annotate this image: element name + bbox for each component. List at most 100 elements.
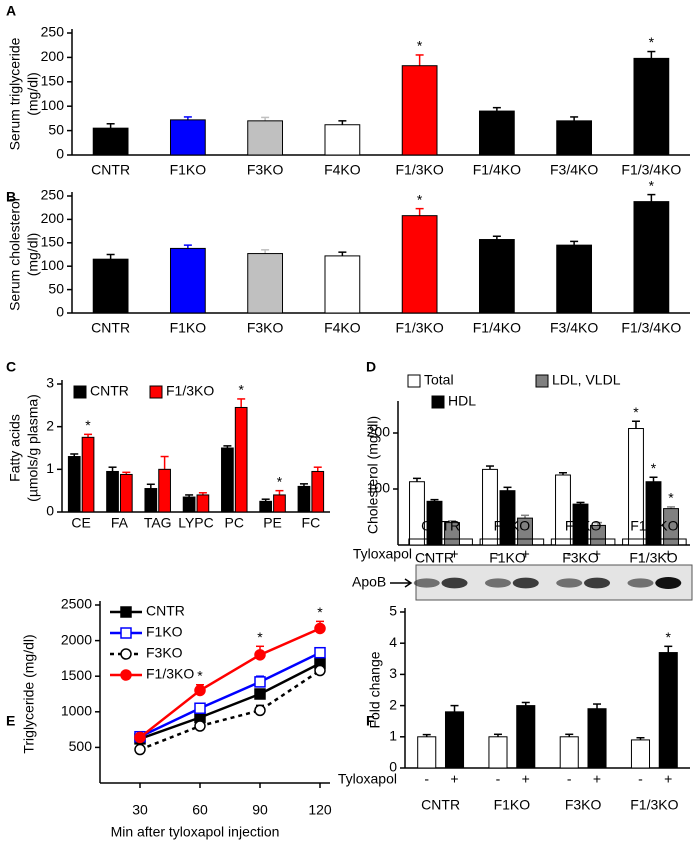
- x-tick-label: F1/3/4KO: [621, 162, 681, 178]
- point: [314, 622, 326, 635]
- bar: [234, 406, 248, 513]
- point: [254, 704, 266, 717]
- significance-marker: *: [238, 382, 244, 398]
- y-axis-label: (mg/dl): [25, 233, 41, 277]
- point: [314, 646, 326, 659]
- y-axis-label: Serum cholesterol: [7, 198, 23, 311]
- bar: [516, 705, 536, 769]
- bar: [587, 708, 607, 769]
- y-tick-label: 100: [41, 257, 65, 273]
- x-tick-label: F3KO: [562, 550, 599, 566]
- treatment-label: Tyloxapol: [338, 771, 397, 787]
- y-tick-label: 100: [41, 97, 65, 113]
- significance-marker: *: [257, 629, 263, 645]
- bar: [499, 490, 516, 546]
- bar: [221, 447, 234, 513]
- blot-band: [441, 577, 468, 589]
- bar: [488, 736, 508, 769]
- x-tick-label: 120: [308, 802, 332, 818]
- y-axis-label: Triglyceride (mg/dl): [21, 634, 37, 753]
- x-tick-label: F1/3KO: [630, 797, 678, 813]
- y-tick-label: 1000: [61, 703, 92, 719]
- bar: [478, 110, 515, 156]
- y-tick-label: 500: [69, 738, 93, 754]
- y-tick-label: 2000: [61, 631, 92, 647]
- blot-band: [584, 577, 611, 589]
- x-tick-label: F1KO: [494, 797, 531, 813]
- x-tick-label: FC: [302, 515, 321, 531]
- x-tick-label: F1/3KO: [396, 320, 444, 336]
- bar: [196, 494, 210, 513]
- x-tick-label: TAG: [144, 515, 172, 531]
- y-tick-label: 1: [46, 460, 54, 476]
- legend-swatch: [535, 374, 549, 388]
- x-tick-label: 60: [192, 802, 208, 818]
- y-tick-label: 150: [41, 234, 65, 250]
- panel-letter: A: [6, 3, 16, 19]
- bar: [517, 517, 533, 546]
- blot-bracket: [479, 538, 545, 545]
- y-tick-label: 200: [41, 48, 65, 64]
- legend-label: F1/3KO: [166, 383, 214, 399]
- x-tick-label: CNTR: [91, 320, 130, 336]
- x-tick-label: 30: [132, 802, 148, 818]
- x-tick-label: F3KO: [247, 320, 284, 336]
- bar: [324, 255, 361, 314]
- y-axis-label: (µmols/g plasma): [25, 394, 41, 502]
- bar: [555, 474, 571, 546]
- significance-marker: *: [197, 667, 203, 683]
- y-tick-label: 100: [367, 480, 391, 496]
- point: [254, 688, 266, 700]
- blot-bracket: [622, 538, 687, 545]
- bar: [144, 488, 158, 513]
- bar: [158, 468, 171, 513]
- y-tick-label: 250: [41, 187, 65, 203]
- x-tick-label: F1/3KO: [629, 550, 677, 566]
- x-tick-label: CNTR: [415, 550, 454, 566]
- significance-marker: *: [317, 604, 323, 620]
- y-tick-label: 2500: [61, 596, 92, 612]
- x-tick-label: CNTR: [421, 797, 460, 813]
- legend-swatch: [407, 374, 421, 388]
- x-tick-label: 90: [252, 802, 268, 818]
- x-tick-label: F4KO: [324, 320, 361, 336]
- legend-swatch: [431, 395, 445, 409]
- bar: [590, 524, 606, 546]
- bar: [633, 57, 670, 156]
- bar: [482, 468, 498, 546]
- x-tick-label: FA: [111, 515, 129, 531]
- point: [134, 743, 146, 756]
- bar: [444, 711, 465, 769]
- blot-band: [484, 578, 511, 588]
- bar: [81, 436, 95, 513]
- treatment-tick-label: -: [567, 771, 572, 787]
- y-tick-label: 0: [56, 304, 64, 320]
- panel-letter: C: [6, 359, 16, 375]
- treatment-tick-label: +: [522, 771, 530, 787]
- blot-treatment-label: -: [638, 546, 643, 562]
- x-tick-label: PC: [225, 515, 244, 531]
- legend-label: LDL, VLDL: [552, 372, 621, 388]
- series-line: [139, 627, 321, 739]
- bar: [426, 500, 443, 546]
- y-tick-label: 50: [48, 280, 64, 296]
- blot-treatment-label: -: [424, 546, 429, 562]
- x-tick-label: F4KO: [324, 162, 361, 178]
- bar: [67, 456, 81, 513]
- treatment-tick-label: -: [496, 771, 501, 787]
- bar: [556, 120, 593, 156]
- bar: [556, 244, 593, 314]
- bar: [630, 739, 651, 769]
- x-tick-label: PE: [263, 515, 282, 531]
- x-tick-label: CE: [71, 515, 90, 531]
- x-axis-label: Min after tyloxapol injection: [111, 824, 280, 840]
- bar: [417, 736, 437, 769]
- point: [134, 731, 146, 744]
- significance-marker: *: [417, 191, 423, 207]
- blot-group-label: F1KO: [494, 518, 531, 534]
- blot-treatment-label: -: [567, 546, 572, 562]
- blot-treatment-label: +: [593, 546, 601, 562]
- series-line: [139, 662, 321, 741]
- series-line: [139, 651, 321, 738]
